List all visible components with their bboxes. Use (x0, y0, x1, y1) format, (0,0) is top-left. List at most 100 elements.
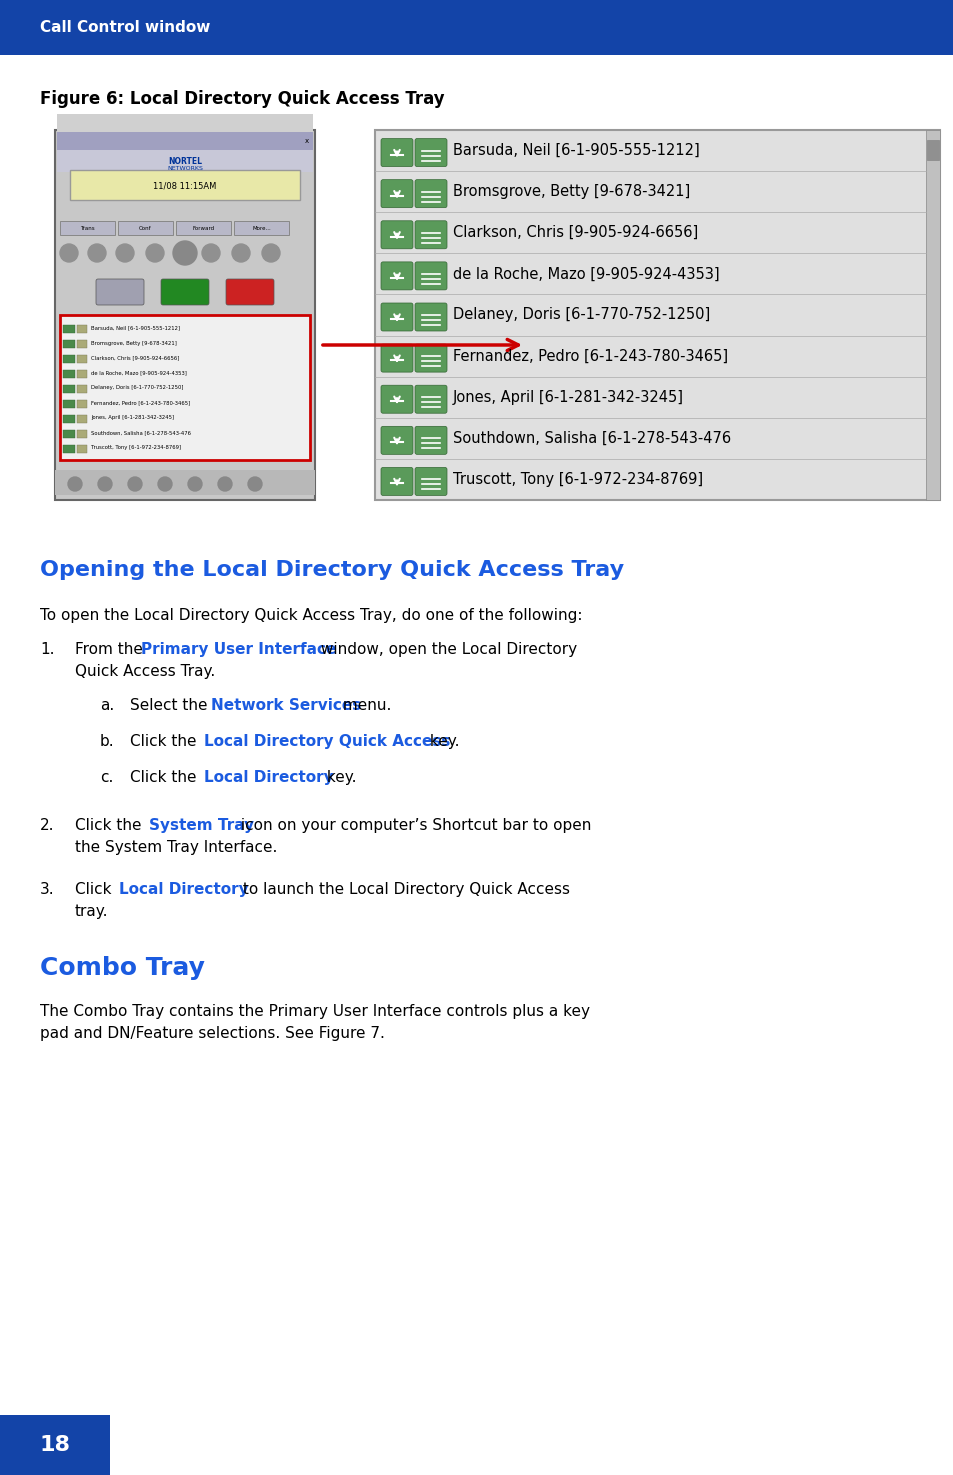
Bar (77, 355, 87, 363)
Bar (925, 130, 939, 500)
FancyBboxPatch shape (96, 279, 144, 305)
Text: Click the: Click the (75, 819, 146, 833)
Bar (63, 370, 75, 378)
Text: Fernandez, Pedro [6-1-243-780-3465]: Fernandez, Pedro [6-1-243-780-3465] (453, 348, 727, 364)
Text: Jones, April [6-1-281-342-3245]: Jones, April [6-1-281-342-3245] (453, 389, 683, 404)
Text: NETWORKS: NETWORKS (167, 165, 203, 171)
Text: Combo Tray: Combo Tray (40, 956, 205, 979)
Bar (63, 355, 75, 363)
Bar (375, 130, 939, 500)
Bar (63, 400, 75, 409)
Text: icon on your computer’s Shortcut bar to open: icon on your computer’s Shortcut bar to … (235, 819, 591, 833)
Text: Bromsgrove, Betty [9-678-3421]: Bromsgrove, Betty [9-678-3421] (453, 184, 690, 199)
Bar (77, 431, 87, 438)
Circle shape (218, 476, 232, 491)
Circle shape (146, 243, 164, 263)
Bar (57, 131, 313, 150)
Circle shape (188, 476, 202, 491)
Text: Truscott, Tony [6-1-972-234-8769]: Truscott, Tony [6-1-972-234-8769] (453, 472, 702, 487)
FancyBboxPatch shape (380, 468, 413, 496)
Text: Forward: Forward (193, 226, 214, 230)
FancyBboxPatch shape (415, 221, 447, 249)
FancyBboxPatch shape (161, 279, 209, 305)
Bar (70, 170, 299, 201)
Circle shape (232, 243, 250, 263)
Text: Barsuda, Neil [6-1-905-555-1212]: Barsuda, Neil [6-1-905-555-1212] (91, 326, 180, 330)
Bar (233, 221, 289, 235)
Text: Clarkson, Chris [9-905-924-6656]: Clarkson, Chris [9-905-924-6656] (453, 226, 698, 240)
Text: Barsuda, Neil [6-1-905-555-1212]: Barsuda, Neil [6-1-905-555-1212] (453, 143, 699, 158)
Text: Call Control window: Call Control window (40, 21, 211, 35)
Text: More...: More... (252, 226, 271, 230)
Text: Clarkson, Chris [9-905-924-6656]: Clarkson, Chris [9-905-924-6656] (91, 355, 179, 360)
Bar (926, 140, 938, 159)
Text: Primary User Interface: Primary User Interface (141, 642, 336, 656)
Bar (175, 221, 231, 235)
Text: Trans: Trans (80, 226, 94, 230)
Bar (63, 324, 75, 333)
Text: Quick Access Tray.: Quick Access Tray. (75, 664, 215, 678)
Bar (57, 150, 313, 173)
FancyBboxPatch shape (415, 302, 447, 330)
Bar (77, 324, 87, 333)
Text: to launch the Local Directory Quick Access: to launch the Local Directory Quick Acce… (237, 882, 570, 897)
Text: The Combo Tray contains the Primary User Interface controls plus a key: The Combo Tray contains the Primary User… (40, 1004, 589, 1019)
Circle shape (98, 476, 112, 491)
Bar (63, 385, 75, 392)
Text: Bromsgrove, Betty [9-678-3421]: Bromsgrove, Betty [9-678-3421] (91, 341, 176, 345)
Bar (63, 445, 75, 453)
Circle shape (116, 243, 133, 263)
Bar (0, 1415, 110, 1475)
FancyBboxPatch shape (380, 221, 413, 249)
Circle shape (173, 243, 192, 263)
Text: Local Directory: Local Directory (204, 770, 333, 785)
Circle shape (128, 476, 142, 491)
Text: c.: c. (100, 770, 113, 785)
Circle shape (262, 243, 280, 263)
Text: Network Services: Network Services (211, 698, 361, 712)
Text: Jones, April [6-1-281-342-3245]: Jones, April [6-1-281-342-3245] (91, 416, 174, 420)
Circle shape (88, 243, 106, 263)
Text: de la Roche, Mazo [9-905-924-4353]: de la Roche, Mazo [9-905-924-4353] (453, 267, 719, 282)
Text: tray.: tray. (75, 904, 109, 919)
Text: NORTEL: NORTEL (168, 156, 202, 165)
Text: Local Directory: Local Directory (119, 882, 249, 897)
Bar (60, 221, 115, 235)
Bar (63, 341, 75, 348)
Text: de la Roche, Mazo [9-905-924-4353]: de la Roche, Mazo [9-905-924-4353] (91, 370, 187, 376)
Text: Figure 6: Local Directory Quick Access Tray: Figure 6: Local Directory Quick Access T… (40, 90, 444, 108)
Text: a.: a. (100, 698, 114, 712)
Text: Delaney, Doris [6-1-770-752-1250]: Delaney, Doris [6-1-770-752-1250] (453, 307, 709, 323)
FancyBboxPatch shape (380, 139, 413, 167)
Bar (63, 431, 75, 438)
Circle shape (68, 476, 82, 491)
Text: Click the: Click the (130, 735, 201, 749)
Circle shape (202, 243, 220, 263)
Bar (77, 445, 87, 453)
Bar (77, 400, 87, 409)
Text: window, open the Local Directory: window, open the Local Directory (315, 642, 577, 656)
Bar (77, 385, 87, 392)
FancyBboxPatch shape (415, 180, 447, 208)
FancyBboxPatch shape (415, 263, 447, 291)
Text: the System Tray Interface.: the System Tray Interface. (75, 839, 277, 856)
FancyBboxPatch shape (380, 344, 413, 372)
Text: 11/08 11:15AM: 11/08 11:15AM (153, 181, 216, 190)
Text: 3.: 3. (40, 882, 54, 897)
FancyBboxPatch shape (380, 302, 413, 330)
Text: Select the: Select the (130, 698, 213, 712)
Text: Opening the Local Directory Quick Access Tray: Opening the Local Directory Quick Access… (40, 560, 623, 580)
Text: Local Directory Quick Access: Local Directory Quick Access (204, 735, 450, 749)
FancyBboxPatch shape (415, 385, 447, 413)
Text: x: x (305, 139, 309, 145)
Bar (63, 414, 75, 423)
FancyBboxPatch shape (415, 139, 447, 167)
FancyBboxPatch shape (380, 263, 413, 291)
Text: Fernandez, Pedro [6-1-243-780-3465]: Fernandez, Pedro [6-1-243-780-3465] (91, 401, 190, 406)
Text: Delaney, Doris [6-1-770-752-1250]: Delaney, Doris [6-1-770-752-1250] (91, 385, 183, 391)
FancyBboxPatch shape (380, 385, 413, 413)
FancyBboxPatch shape (415, 468, 447, 496)
Circle shape (158, 476, 172, 491)
Bar (60, 316, 310, 460)
Bar (57, 114, 313, 131)
